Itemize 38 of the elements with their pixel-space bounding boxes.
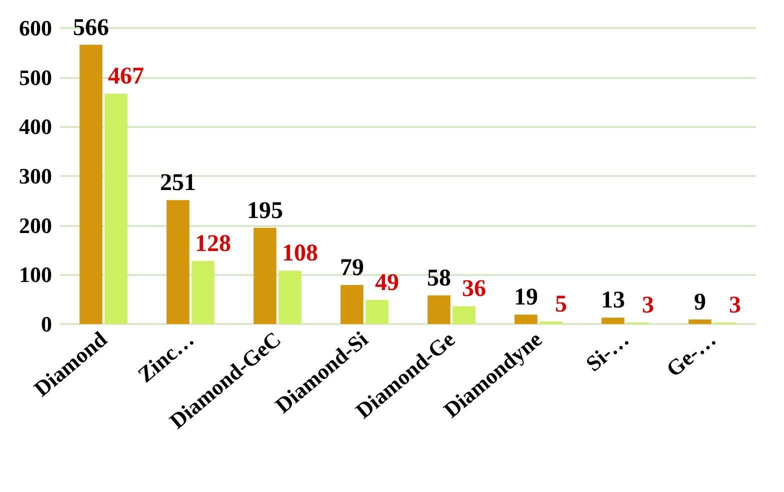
bar (452, 306, 476, 324)
x-tick-label: Ge-… (661, 326, 721, 382)
y-tick-label: 100 (19, 262, 52, 288)
data-label: 5 (555, 292, 568, 318)
y-tick-label: 500 (19, 64, 52, 90)
bar (340, 285, 364, 324)
data-label: 566 (72, 14, 109, 41)
bar (366, 300, 388, 324)
data-label: 3 (729, 292, 742, 319)
y-tick-label: 600 (19, 16, 52, 40)
bar (602, 318, 624, 324)
y-tick-label: 400 (19, 114, 52, 140)
y-tick-label: 0 (41, 312, 52, 336)
bar (104, 94, 128, 324)
data-label: 58 (426, 265, 451, 292)
bar (192, 260, 214, 324)
bar (428, 295, 450, 324)
bar (254, 228, 276, 324)
bar (514, 314, 538, 324)
data-label: 128 (195, 230, 232, 257)
data-label: 9 (694, 290, 706, 316)
bar (166, 200, 190, 324)
y-tick-label: 300 (19, 164, 52, 188)
x-tick-label: Si-… (580, 326, 634, 376)
data-label: 467 (108, 64, 144, 90)
data-label: 79 (340, 255, 364, 282)
data-label: 195 (246, 198, 283, 224)
y-tick-label: 200 (19, 212, 52, 238)
data-label: 13 (600, 288, 625, 314)
data-label: 3 (642, 292, 654, 319)
bar (278, 270, 302, 324)
data-label: 108 (282, 240, 318, 267)
bar (80, 44, 102, 324)
data-label: 19 (514, 284, 538, 311)
data-label: 36 (462, 276, 486, 302)
bar (688, 320, 712, 324)
data-label: 49 (375, 270, 400, 296)
data-label: 251 (160, 170, 196, 196)
